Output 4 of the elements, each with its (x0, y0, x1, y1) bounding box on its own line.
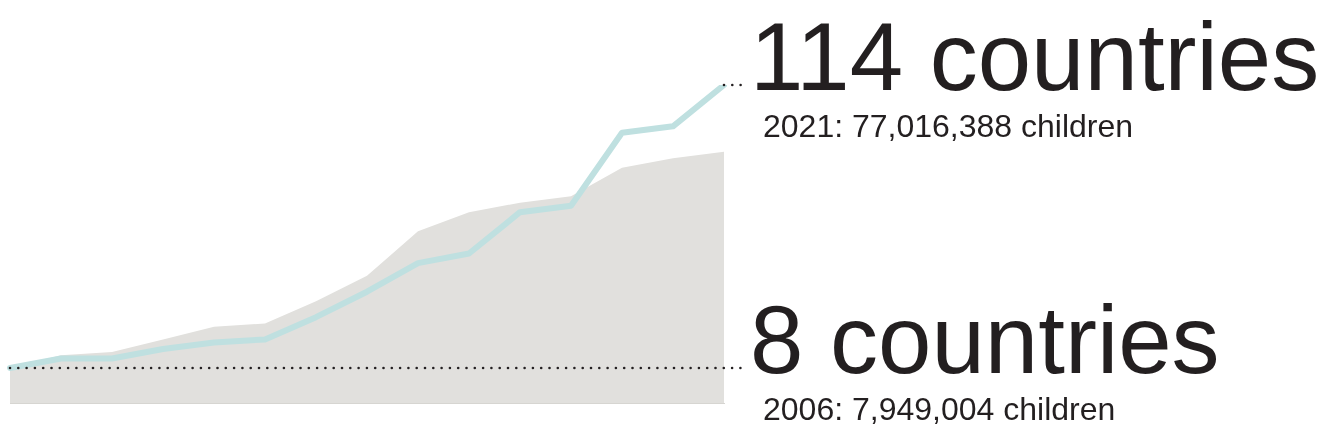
text: 2021: 77,016,388 children (763, 108, 1134, 144)
text: 114 countries (750, 3, 1320, 110)
text: 2006: 7,949,004 children (763, 391, 1116, 428)
text: 8 countries (750, 286, 1220, 394)
